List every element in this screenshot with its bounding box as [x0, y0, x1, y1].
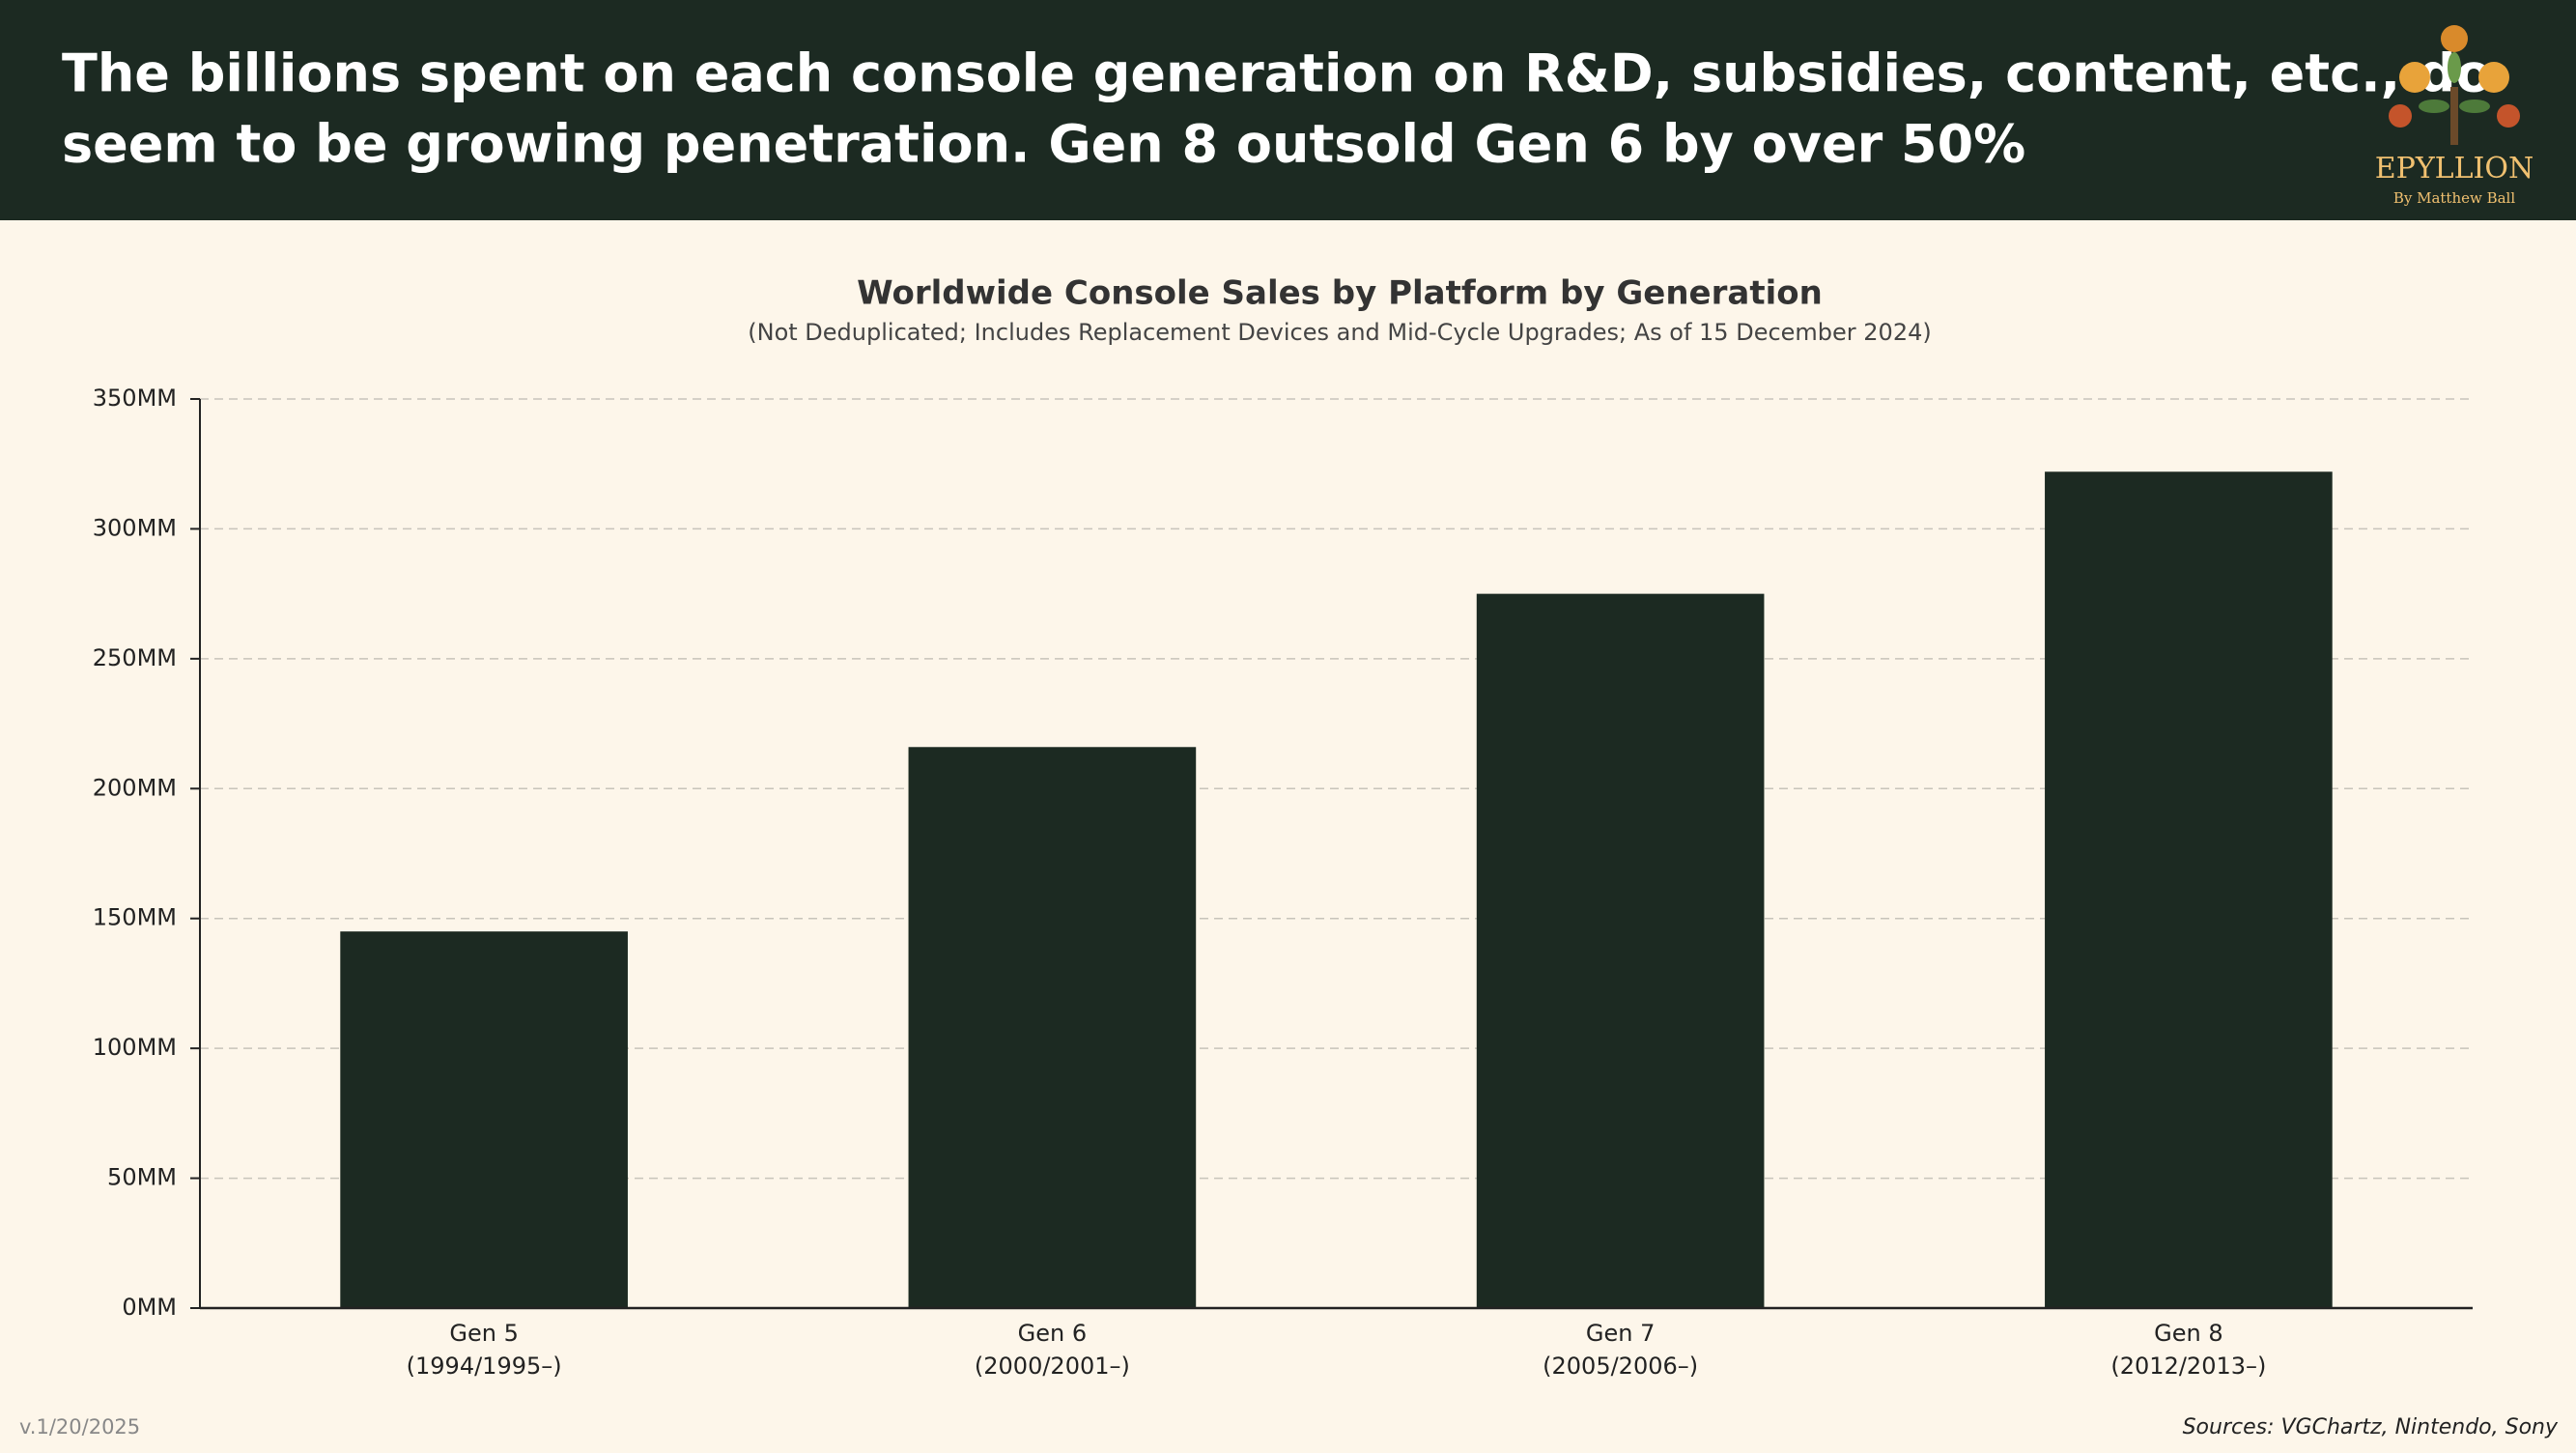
bar: [340, 931, 628, 1308]
x-tick-label: Gen 8: [2154, 1320, 2222, 1347]
x-tick-period: (2000/2001–): [975, 1353, 1130, 1380]
header-band: [0, 0, 2576, 220]
headline: The billions spent on each console gener…: [62, 43, 2492, 104]
x-tick-label: Gen 7: [1586, 1320, 1655, 1347]
y-tick-label: 250MM: [93, 644, 177, 671]
bar: [2045, 471, 2333, 1308]
sources: Sources: VGChartz, Nintendo, Sony: [2183, 1415, 2559, 1439]
y-tick-label: 200MM: [93, 774, 177, 801]
bar: [908, 747, 1197, 1308]
y-tick-label: 350MM: [93, 385, 177, 412]
y-tick-label: 150MM: [93, 904, 177, 931]
x-tick-label: Gen 6: [1018, 1320, 1087, 1347]
x-tick-period: (1994/1995–): [407, 1353, 562, 1380]
version: v.1/20/2025: [19, 1415, 140, 1439]
x-tick-label: Gen 5: [449, 1320, 518, 1347]
chart-title: Worldwide Console Sales by Platform by G…: [857, 274, 1823, 313]
headline: seem to be growing penetration. Gen 8 ou…: [62, 114, 2025, 175]
y-tick-label: 300MM: [93, 514, 177, 541]
chart-subtitle: (Not Deduplicated; Includes Replacement …: [748, 319, 1931, 346]
y-tick-label: 0MM: [122, 1294, 177, 1321]
logo-byline: By Matthew Ball: [2393, 189, 2516, 207]
y-tick-label: 50MM: [107, 1164, 177, 1191]
bar: [1476, 593, 1765, 1308]
logo-name: EPYLLION: [2375, 152, 2534, 185]
y-tick-label: 100MM: [93, 1034, 177, 1061]
x-tick-period: (2012/2013–): [2110, 1353, 2266, 1380]
logo-art: [2389, 25, 2520, 145]
x-tick-period: (2005/2006–): [1543, 1353, 1698, 1380]
